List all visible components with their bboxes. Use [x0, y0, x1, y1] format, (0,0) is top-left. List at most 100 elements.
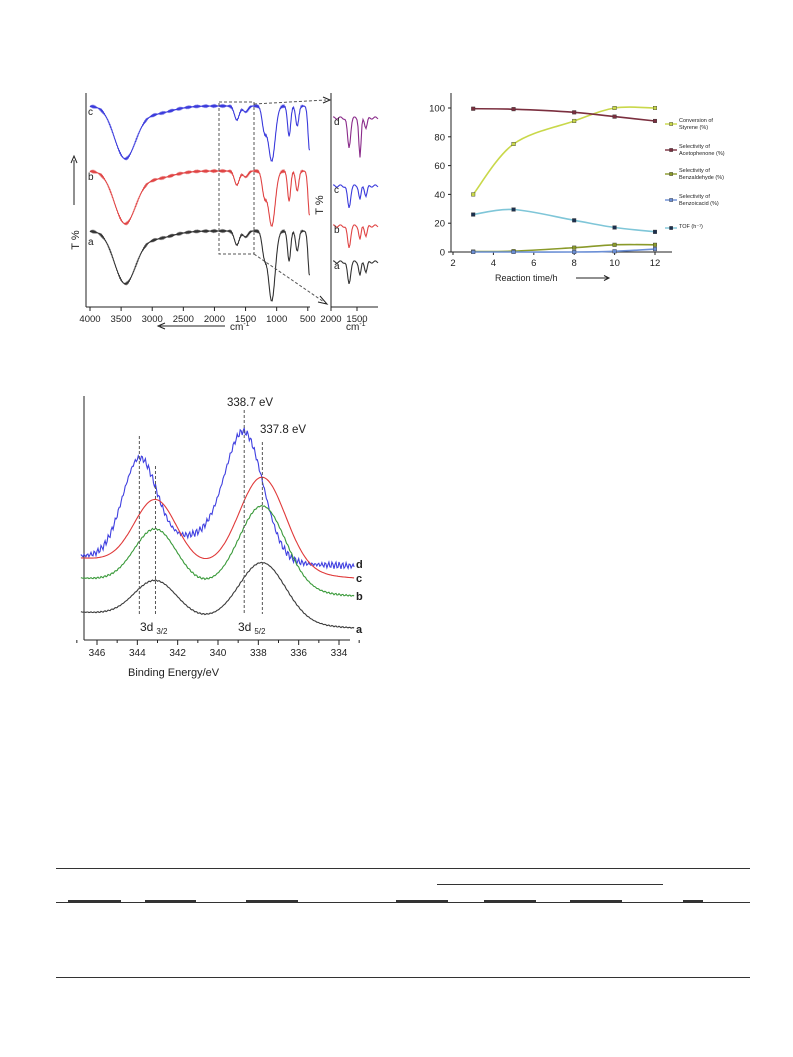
- ftir-x-tick-label: 1500: [235, 314, 256, 325]
- ftir-zoom-line-top: [253, 99, 327, 105]
- xps-trace-label-c: c: [356, 573, 362, 585]
- ftir-x-tick-label: 3500: [111, 314, 132, 325]
- xps-x-tick-label: 334: [331, 648, 348, 659]
- react-y-tick-label: 100: [429, 104, 445, 115]
- table-col-rule: [484, 900, 536, 902]
- ftir-trace-b: [89, 168, 311, 227]
- inset-trace-d: [332, 116, 379, 158]
- table-group-rule: [437, 884, 663, 885]
- react-legend-marker: [669, 172, 673, 176]
- inset-trace-label-c: c: [334, 185, 339, 196]
- ftir-trace-label-a: a: [88, 237, 94, 248]
- xps-x-tick-label: 346: [89, 648, 106, 659]
- xps-peak-label-337-8: 337.8 eV: [260, 424, 306, 436]
- xps-trace-label-d: d: [356, 559, 363, 571]
- ftir-x-label-sup: -1: [243, 321, 249, 328]
- xps-x-label: Binding Energy/eV: [128, 667, 220, 679]
- react-point: [471, 212, 476, 217]
- react-point: [511, 207, 516, 212]
- inset-trace-label-b: b: [334, 225, 340, 236]
- react-legend-marker: [669, 148, 673, 152]
- react-point: [572, 110, 577, 115]
- xps-x-tick-label: 340: [210, 648, 227, 659]
- inset-trace-label-a: a: [334, 261, 340, 272]
- react-point: [471, 249, 476, 254]
- react-x-tick-label: 6: [531, 258, 536, 269]
- xps-trace-a: [80, 561, 355, 629]
- ftir-trace-a: [89, 228, 311, 302]
- ftir-zoom-arrow-bottom: [317, 295, 329, 305]
- table-col-rule: [570, 900, 622, 902]
- xps-x-tick-label: 338: [250, 648, 267, 659]
- table-col-rule: [68, 900, 121, 902]
- react-legend-label: Benzoicacid (%): [679, 201, 719, 207]
- inset-trace-label-d: d: [334, 117, 340, 128]
- ftir-x-tick-label: 2500: [173, 314, 194, 325]
- ftir-x-tick-label: 1000: [266, 314, 287, 325]
- table-top-rule: [56, 868, 750, 869]
- react-point: [511, 107, 516, 112]
- inset-x-tick-label: 1500: [346, 314, 367, 325]
- react-point: [612, 114, 617, 119]
- react-legend-marker: [669, 122, 673, 126]
- react-legend-label: TOF (h⁻¹): [679, 224, 703, 230]
- reaction-plot: 0 20 40 60 80 100 2 4 6 8 10 12 Reaction time/h Conve…: [429, 93, 725, 283]
- react-x-label: Reaction time/h: [495, 273, 558, 283]
- react-legend-marker: [669, 198, 673, 202]
- react-point: [612, 242, 617, 247]
- react-x-tick-label: 8: [572, 258, 577, 269]
- react-point: [653, 229, 658, 234]
- react-point: [653, 247, 658, 252]
- xps-3d52-label: 3d 5/2: [238, 620, 266, 636]
- react-legend-label: Conversion of: [679, 118, 713, 124]
- ftir-y-arrow-head: [70, 154, 78, 164]
- react-legend-label: Selectivity of: [679, 168, 710, 174]
- react-y-tick-label: 0: [440, 248, 445, 259]
- ftir-zoom-box: [218, 101, 255, 255]
- ftir-x-arrow-head: [156, 322, 166, 330]
- react-legend-marker: [669, 226, 673, 230]
- xps-3d52-sub: 5/2: [254, 627, 266, 636]
- ftir-trace-label-b: b: [88, 172, 94, 183]
- react-legend-label: Selectivity of: [679, 194, 710, 200]
- react-x-tick-label: 4: [491, 258, 496, 269]
- ftir-x-tick-label: 3000: [142, 314, 163, 325]
- react-point: [572, 249, 577, 254]
- xps-trace-label-b: b: [356, 591, 363, 603]
- xps-trace-label-a: a: [356, 624, 363, 636]
- react-point: [572, 245, 577, 250]
- xps-3d32-sub: 3/2: [156, 627, 168, 636]
- react-point: [511, 249, 516, 254]
- ftir-x-tick-label: 4000: [79, 314, 100, 325]
- react-point: [612, 225, 617, 230]
- react-point: [653, 242, 658, 247]
- react-legend-label: Benzaldehyde (%): [679, 175, 724, 181]
- xps-x-tick-label: 344: [129, 648, 146, 659]
- react-y-tick-label: 80: [434, 132, 445, 143]
- react-legend-label: Styrene (%): [679, 125, 708, 131]
- react-point: [612, 249, 617, 254]
- inset-y-label: T %: [314, 195, 326, 215]
- ftir-trace-label-c: c: [88, 107, 93, 118]
- xps-x-tick-label: 342: [169, 648, 186, 659]
- table-col-rule: [683, 900, 703, 902]
- react-y-tick-label: 20: [434, 219, 445, 230]
- table-bottom-rule: [56, 977, 750, 978]
- react-x-arrow-head: [603, 275, 611, 281]
- inset-trace-c: [332, 184, 379, 209]
- react-x-tick-label: 12: [650, 258, 661, 269]
- xps-plot: 346 344 342 340 338 336 334 Binding Energy/eV dc…: [76, 396, 363, 679]
- react-point: [471, 192, 476, 197]
- react-point: [572, 218, 577, 223]
- xps-x-tick-label: 336: [290, 648, 307, 659]
- react-x-tick-label: 10: [609, 258, 620, 269]
- table-col-rule: [246, 900, 298, 902]
- ftir-zoom-line-bottom: [253, 253, 325, 303]
- xps-peak-label-338-7: 338.7 eV: [227, 397, 273, 409]
- react-legend-label: Selectivity of: [679, 144, 710, 150]
- inset-trace-b: [332, 224, 379, 249]
- xps-trace-d: [80, 426, 355, 570]
- table-header-rule: [56, 902, 750, 903]
